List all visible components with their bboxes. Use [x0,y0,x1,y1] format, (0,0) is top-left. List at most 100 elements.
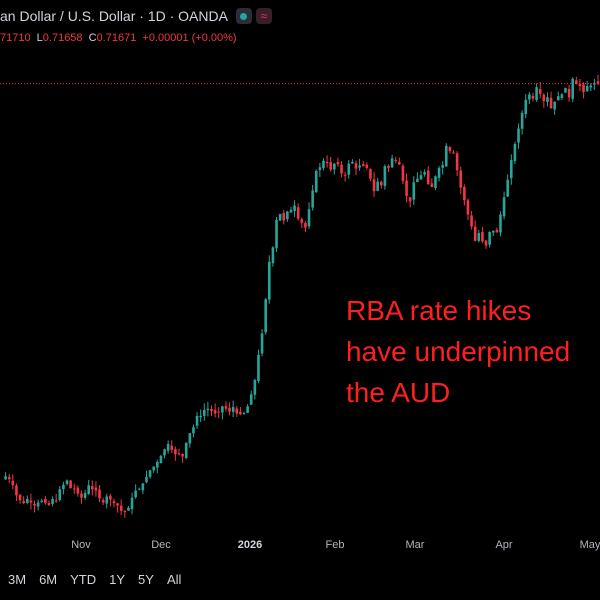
candle-body [538,89,542,94]
time-axis[interactable]: Nov Dec 2026 Feb Mar Apr May [0,535,600,557]
candle-body [542,94,546,101]
candle-body [159,455,163,464]
live-dot-icon[interactable] [235,8,252,24]
candle-body [329,162,333,170]
annotation-line-2: have underpinned [346,336,571,367]
wave-icon[interactable]: ≈ [255,8,272,24]
candle-body [347,163,351,175]
candle-body [152,466,156,471]
candle-body [231,406,235,412]
candle-body [528,94,531,100]
candle [430,178,434,188]
xaxis-label-2026: 2026 [237,539,263,551]
candle [105,493,109,509]
candle [192,424,195,438]
candle [33,500,36,513]
range-ytd-button[interactable]: YTD [70,572,97,587]
candle-body [105,496,109,504]
candle-body [156,461,159,468]
candle [477,230,481,243]
candle-body [206,408,210,411]
candle-body [246,406,249,413]
candle-body [195,415,199,426]
candle-body [62,484,65,490]
candle [556,91,560,101]
candle [224,401,228,412]
candle [152,466,156,473]
candle [524,94,528,119]
candle [358,158,361,171]
candle [58,485,62,502]
candle [575,76,578,85]
candle-body [116,503,119,506]
candle-body [549,97,553,109]
candle-body [484,240,488,246]
candle-body [387,165,390,168]
candle [459,166,463,195]
candle [484,239,488,249]
candle [116,502,119,513]
candle-body [383,166,387,186]
candle-body [473,226,477,241]
range-1y-button[interactable]: 1Y [109,572,126,587]
candle [513,141,517,164]
candle-body [87,485,90,494]
symbol-title[interactable]: an Dollar / U.S. Dollar · 1D · OANDA [0,8,228,24]
candle [257,349,260,384]
candlestick-chart[interactable] [0,52,600,530]
candle [405,173,408,203]
candle [336,157,340,167]
candle [466,198,470,221]
candle [91,480,94,496]
candle [481,227,484,243]
candle [166,440,170,454]
candle-body [127,507,130,511]
candle [434,175,437,191]
candle-body [437,167,441,178]
candle-body [560,94,564,98]
candle [210,405,213,417]
candle [163,448,166,459]
candle [571,77,575,103]
candle [249,390,253,405]
candle [582,82,585,99]
candle-body [452,152,455,154]
candle [134,484,137,499]
candle [206,401,210,417]
candle [589,83,593,92]
candle-body [390,158,394,168]
candle-body [181,454,184,457]
candle-body [481,232,484,242]
candle-body [91,486,94,490]
candle [40,498,44,504]
candle [242,411,246,415]
candle-body [593,83,596,85]
candle-body [502,197,506,217]
candle-body [304,222,307,228]
candle [181,453,184,463]
range-6m-button[interactable]: 6M [39,572,58,587]
candle-body [448,147,452,152]
candle [195,412,199,429]
candle-body [188,433,192,444]
candle-body [101,500,105,503]
range-3m-button[interactable]: 3M [8,572,27,587]
candle [473,220,477,242]
candle [423,169,426,177]
range-all-button[interactable]: All [166,572,182,587]
range-5y-button[interactable]: 5Y [138,572,154,587]
candle [221,405,224,420]
candle-body [47,502,51,505]
candle-body [18,494,22,501]
candle [54,493,58,504]
ohlc-close: 0.71671 [96,32,137,44]
candle-body [510,160,513,179]
candle [22,496,25,505]
candle [202,403,206,421]
candle-body [293,205,296,212]
candle-body [343,174,347,176]
candle-body [596,81,600,84]
candle [585,81,589,92]
candle [307,202,311,230]
candle-body [358,165,361,168]
